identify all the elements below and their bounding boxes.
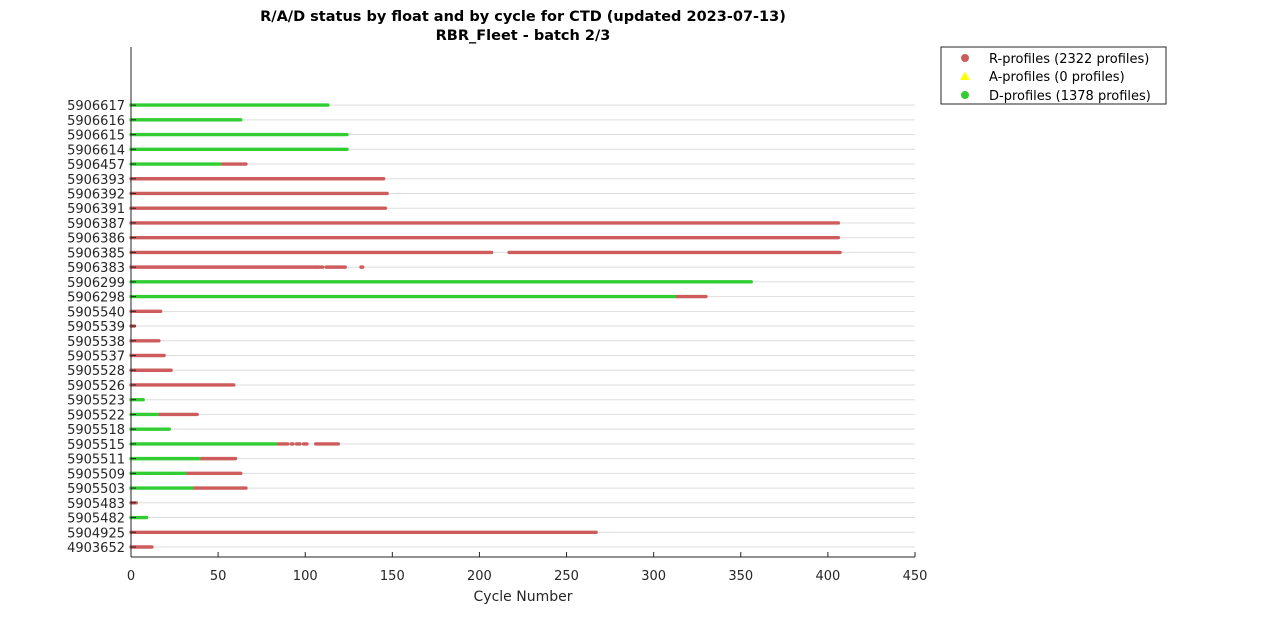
x-tick-label: 300 <box>641 569 666 584</box>
y-tick-label: 5906383 <box>67 261 125 276</box>
legend-a-label: A-profiles (0 profiles) <box>989 70 1125 85</box>
grid-lines <box>131 104 915 548</box>
x-tick-label: 450 <box>903 569 928 584</box>
axes <box>130 47 915 558</box>
y-tick-label: 5905522 <box>67 408 125 423</box>
y-tick-label: 5906385 <box>67 246 125 261</box>
y-tick-label: 5905509 <box>67 467 125 482</box>
y-tick-label: 5905511 <box>67 453 125 468</box>
y-tick-label: 5906457 <box>67 158 125 173</box>
x-tick-label: 250 <box>554 569 579 584</box>
chart-subtitle: RBR_Fleet - batch 2/3 <box>436 28 611 44</box>
x-tick-label: 0 <box>127 569 135 584</box>
y-tick-label: 5906391 <box>67 202 125 217</box>
legend: R-profiles (2322 profiles) A-profiles (0… <box>940 46 1167 105</box>
x-tick-label: 400 <box>815 569 840 584</box>
x-tick-label: 350 <box>728 569 753 584</box>
data-marks <box>129 103 842 549</box>
y-tick-label: 5905503 <box>67 482 125 497</box>
y-tick-label: 5906299 <box>67 276 125 291</box>
y-tick-label: 5905539 <box>67 320 125 335</box>
y-tick-label: 5906392 <box>67 187 125 202</box>
y-tick-label: 5906617 <box>67 99 125 114</box>
y-tick-label: 5906298 <box>67 291 125 306</box>
x-axis-label: Cycle Number <box>474 589 573 605</box>
legend-r-marker <box>961 54 969 62</box>
y-tick-label: 5905515 <box>67 438 125 453</box>
x-ticks: 0 50 100 150 200 250 300 350 400 450 <box>127 552 928 584</box>
y-tick-label: 4903652 <box>67 541 125 556</box>
y-tick-labels: 4903652590492559054825905483590550359055… <box>67 99 136 556</box>
x-tick-label: 150 <box>380 569 405 584</box>
y-tick-label: 5906393 <box>67 173 125 188</box>
y-tick-label: 5905538 <box>67 335 125 350</box>
chart-title: R/A/D status by float and by cycle for C… <box>260 9 786 25</box>
y-tick-label: 5906614 <box>67 143 125 158</box>
y-tick-label: 5906387 <box>67 217 125 232</box>
y-tick-label: 5905540 <box>67 305 125 320</box>
legend-box <box>940 46 1167 105</box>
legend-a-marker <box>960 71 970 80</box>
y-tick-label: 5905523 <box>67 394 125 409</box>
y-tick-label: 5905528 <box>67 364 125 379</box>
y-tick-label: 5905537 <box>67 350 125 365</box>
y-tick-label: 5905482 <box>67 512 125 527</box>
y-tick-label: 5905518 <box>67 423 125 438</box>
legend-d-marker <box>961 91 969 99</box>
x-tick-label: 50 <box>210 569 227 584</box>
x-tick-label: 200 <box>467 569 492 584</box>
y-tick-label: 5905483 <box>67 497 125 512</box>
legend-r-label: R-profiles (2322 profiles) <box>989 52 1149 67</box>
x-tick-label: 100 <box>293 569 318 584</box>
y-tick-label: 5905526 <box>67 379 125 394</box>
legend-d-label: D-profiles (1378 profiles) <box>989 89 1151 104</box>
y-tick-label: 5906386 <box>67 232 125 247</box>
y-tick-label: 5906616 <box>67 114 125 129</box>
y-tick-label: 5906615 <box>67 129 125 144</box>
y-tick-label: 5904925 <box>67 526 125 541</box>
